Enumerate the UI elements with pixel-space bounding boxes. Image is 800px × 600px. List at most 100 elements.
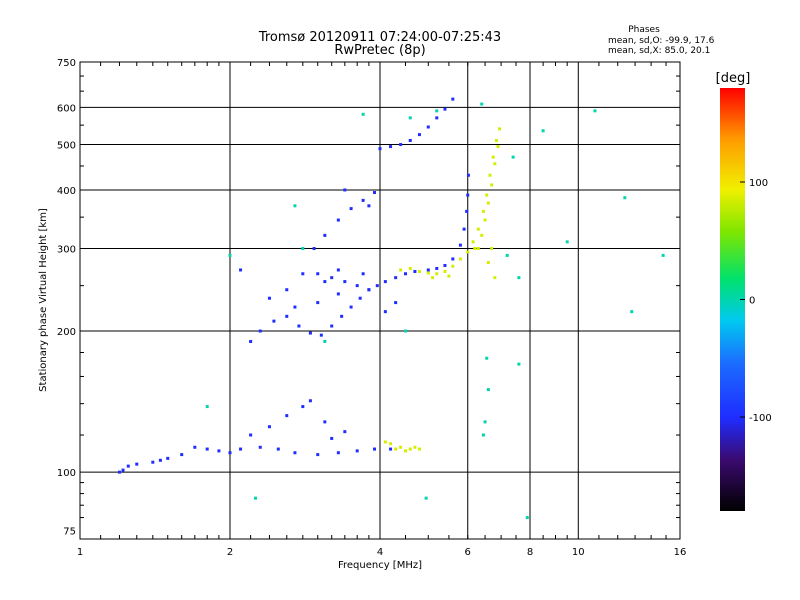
x-ticks: 1 2 4 6 8 10 16 [77, 62, 686, 558]
data-point [403, 449, 407, 453]
y-tick-label: 300 [57, 245, 76, 256]
data-point [408, 447, 412, 451]
data-point [336, 268, 340, 272]
data-point [443, 263, 447, 267]
data-point [355, 449, 359, 453]
data-point [330, 324, 334, 328]
chart-title: Tromsø 20120911 07:24:00-07:25:43 [258, 30, 501, 45]
data-point [480, 102, 484, 106]
data-point [217, 449, 221, 453]
colorbar-tick-label: 0 [749, 296, 755, 307]
data-point [258, 445, 262, 449]
y-tick-label: 500 [57, 141, 76, 152]
data-point [413, 445, 417, 449]
data-point [293, 305, 297, 309]
data-point [408, 139, 412, 143]
data-point [485, 356, 489, 360]
y-tick-label: 600 [57, 103, 76, 114]
data-point [541, 129, 545, 133]
data-point [491, 155, 495, 159]
data-point [205, 405, 209, 409]
chart-subtitle: RwPretec (8p) [334, 43, 425, 58]
data-point [443, 269, 447, 273]
data-point [367, 204, 371, 208]
data-point [323, 420, 327, 424]
data-point [486, 201, 490, 205]
data-point [378, 147, 382, 151]
data-point [483, 218, 487, 222]
data-point [383, 310, 387, 314]
data-point [253, 496, 257, 500]
data-point [403, 272, 407, 276]
data-point [394, 276, 398, 280]
y-tick-label: 750 [57, 58, 76, 69]
data-point [336, 292, 340, 296]
data-point [330, 276, 334, 280]
data-point [417, 269, 421, 273]
y-tick-label: 100 [57, 468, 76, 479]
data-point [525, 516, 529, 520]
colorbar-tick-label: 100 [749, 178, 768, 189]
data-point [413, 269, 417, 273]
data-point [498, 127, 502, 131]
data-point [447, 274, 451, 278]
data-point [389, 447, 393, 451]
data-point [373, 191, 377, 195]
data-point [488, 173, 492, 177]
x-tick-label: 1 [77, 547, 83, 558]
data-point [661, 253, 665, 257]
data-point [493, 276, 497, 280]
data-point [297, 324, 301, 328]
data-point [285, 314, 289, 318]
data-point [451, 257, 455, 261]
data-point [361, 198, 365, 202]
stats-heading: Phases [628, 25, 660, 35]
data-point [394, 301, 398, 305]
plot-frame [79, 61, 681, 540]
data-point [336, 218, 340, 222]
data-point [323, 280, 327, 284]
colorbar-tick-label: -100 [749, 413, 772, 424]
data-point [343, 430, 347, 434]
data-point [316, 301, 320, 305]
data-point [383, 280, 387, 284]
data-point [323, 233, 327, 237]
data-point [593, 109, 597, 113]
data-point [389, 145, 393, 149]
x-tick-label: 8 [527, 547, 533, 558]
stats-x-mode: mean, sd,X: 85.0, 20.1 [608, 46, 710, 56]
y-ticks: 75 100 200 300 400 500 600 750 [57, 58, 680, 538]
data-point [511, 155, 515, 159]
data-point [494, 139, 498, 143]
data-points [117, 97, 665, 520]
data-point [323, 339, 327, 343]
data-point [426, 268, 430, 272]
data-point [293, 204, 297, 208]
data-point [483, 420, 487, 424]
data-point [117, 470, 121, 474]
data-point [358, 296, 362, 300]
stats-o-mode: mean, sd,O: -99.9, 17.6 [608, 36, 715, 46]
data-point [417, 447, 421, 451]
data-point [121, 468, 125, 472]
data-point [476, 247, 480, 251]
data-point [462, 227, 466, 231]
data-point [565, 240, 569, 244]
data-point [623, 196, 627, 200]
data-point [490, 183, 494, 187]
data-point [355, 284, 359, 288]
data-point [239, 268, 243, 272]
data-point [228, 253, 232, 257]
data-point [308, 399, 312, 403]
data-point [465, 209, 469, 213]
data-point [312, 247, 316, 251]
y-axis-label: Stationary phase Virtual Height [km] [38, 208, 49, 392]
y-tick-label: 400 [57, 186, 76, 197]
data-point [151, 460, 155, 464]
colorbar-ticks: 100 0 -100 [740, 178, 772, 424]
data-point [193, 445, 197, 449]
data-point [486, 388, 490, 392]
data-point [408, 266, 412, 270]
data-point [466, 250, 470, 254]
data-point [308, 331, 312, 335]
